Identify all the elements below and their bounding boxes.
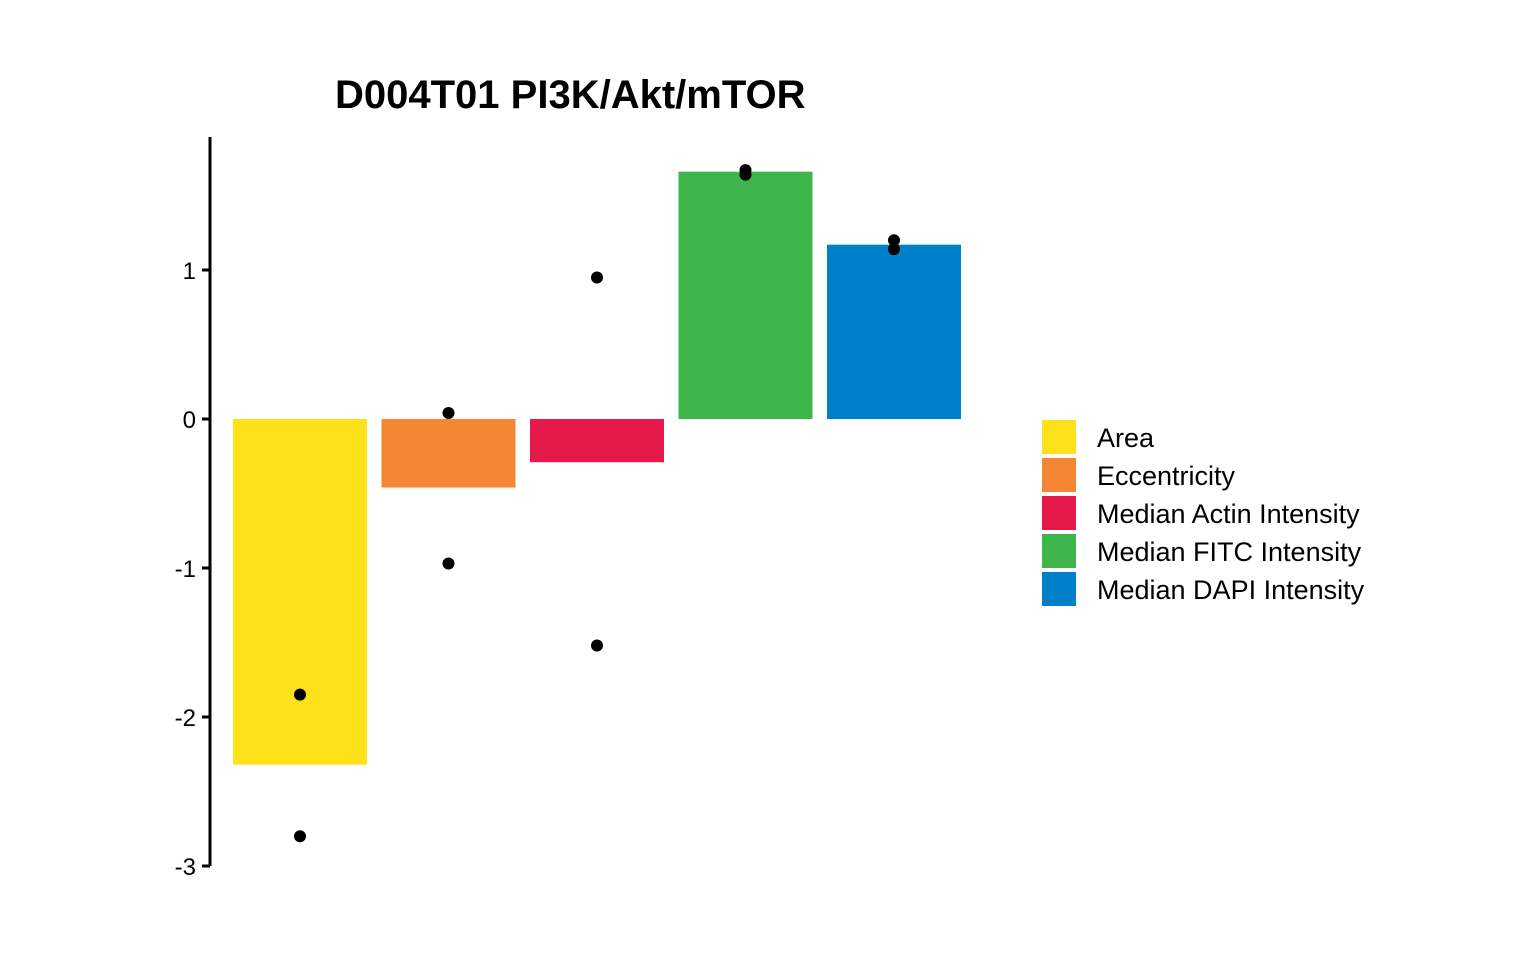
point-0-0	[294, 688, 306, 701]
bars-layer	[233, 171, 961, 765]
point-1-0	[442, 407, 455, 420]
y-tick-label: 0	[183, 407, 196, 434]
point-3-1	[739, 168, 752, 181]
legend-label-0: Area	[1097, 423, 1155, 453]
bar-3	[678, 171, 813, 419]
legend-key-0	[1042, 420, 1076, 454]
legend-label-3: Median FITC Intensity	[1097, 537, 1362, 567]
legend-label-4: Median DAPI Intensity	[1097, 575, 1365, 605]
legend-key-1	[1042, 458, 1076, 492]
y-tick-label: 1	[183, 258, 196, 285]
bar-4	[827, 244, 961, 419]
legend-label-1: Eccentricity	[1097, 461, 1236, 491]
bar-2	[530, 419, 664, 463]
point-4-1	[888, 243, 900, 256]
point-0-1	[294, 830, 306, 843]
legend-key-2	[1042, 496, 1076, 530]
legend-label-2: Median Actin Intensity	[1097, 499, 1360, 529]
legend-key-3	[1042, 534, 1076, 568]
point-1-1	[442, 557, 455, 570]
point-4-0	[888, 234, 900, 247]
bar-0	[233, 419, 367, 765]
y-tick-label: -1	[175, 556, 196, 583]
points-layer	[294, 164, 900, 843]
y-tick-label: -2	[175, 705, 196, 732]
chart-title: D004T01 PI3K/Akt/mTOR	[335, 73, 806, 117]
legend: Area Eccentricity Median Actin Intensity Me…	[1042, 420, 1365, 606]
legend-key-4	[1042, 572, 1076, 606]
y-tick-label: -3	[175, 854, 196, 881]
bar-1	[381, 419, 516, 488]
point-2-0	[591, 271, 603, 284]
y-axis: 1 0 -1 -2 -3	[175, 137, 212, 881]
point-2-1	[591, 639, 603, 652]
